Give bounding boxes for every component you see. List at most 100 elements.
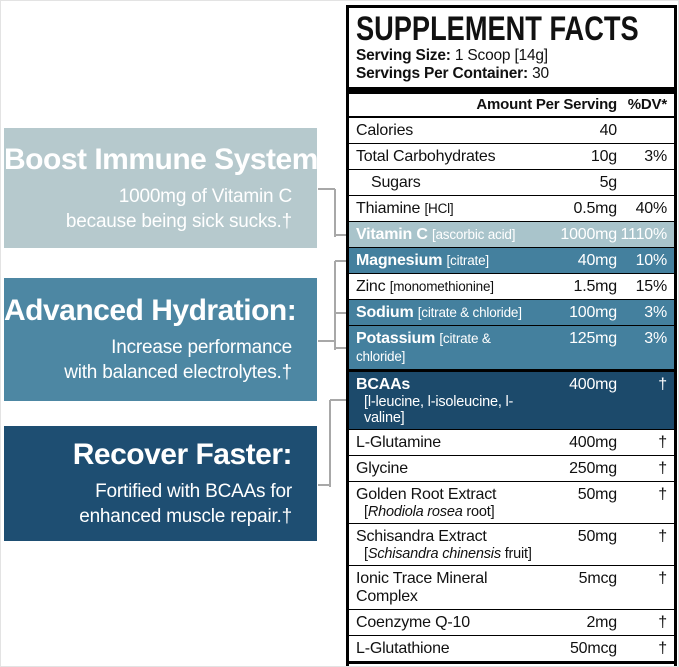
row-name: Glycine <box>356 459 408 477</box>
connector-line <box>318 484 330 486</box>
right-column: SUPPLEMENT FACTS Serving Size: 1 Scoop [… <box>346 5 677 666</box>
callout-line: Fortified with BCAAs for <box>95 481 292 502</box>
table-row: Vitamin C [ascorbic acid] 1000mg 1110% <box>349 221 674 247</box>
row-amount: 5g <box>599 173 618 191</box>
row-name-cell: BCAAs [l-leucine, l-isoleucine, l-valine… <box>356 376 541 426</box>
row-dv: † <box>658 613 667 631</box>
row-bracket: [ascorbic acid] <box>431 226 516 242</box>
row-dv: 1110% <box>620 225 668 243</box>
table-row: Schisandra Extract [Schisandra chinensis… <box>349 523 674 565</box>
row-bracket: [HCl] <box>424 200 454 216</box>
row-amount: 50mg <box>577 527 617 545</box>
callout-line: Increase performance <box>111 337 292 358</box>
row-name-line: Vitamin C [ascorbic acid] <box>356 226 541 244</box>
row-name: Potassium <box>356 329 436 347</box>
row-name-line: Potassium [citrate & chloride] <box>356 330 541 366</box>
row-name-line: Golden Root Extract <box>356 486 541 504</box>
facts-rows: Calories 40 Total Carbohydrates 10g 3% S… <box>349 118 674 661</box>
table-row: BCAAs [l-leucine, l-isoleucine, l-valine… <box>349 369 674 429</box>
connector-line <box>329 400 331 487</box>
row-name-line: Zinc [monomethionine] <box>356 278 541 296</box>
row-dv: † <box>658 569 667 587</box>
row-name: L-Glutathione <box>356 639 450 657</box>
row-name-cell: Ionic Trace Mineral Complex <box>356 570 541 606</box>
callout-line: enhanced muscle repair.† <box>79 506 292 527</box>
row-name-cell: L-Glutathione <box>356 640 541 658</box>
callout-title: Boost Immune System: <box>4 142 328 176</box>
row-amount: 10g <box>590 147 617 165</box>
table-row: Ionic Trace Mineral Complex 5mcg † <box>349 565 674 609</box>
callout-boost-immune-system: Boost Immune System: 1000mg of Vitamin C… <box>4 128 328 248</box>
row-amount: 40mg <box>577 251 617 269</box>
row-name-cell: Magnesium [citrate] <box>356 252 541 270</box>
row-name-cell: Calories <box>356 122 541 140</box>
row-name-line: L-Glutathione <box>356 640 541 658</box>
row-name-line: L-Glutamine <box>356 434 541 452</box>
row-bracket: [citrate & chloride] <box>356 330 491 364</box>
row-name-cell: Glycine <box>356 460 541 478</box>
row-dv: 3% <box>644 147 667 165</box>
row-secondary-line: [Schisandra chinensis fruit] <box>364 545 532 562</box>
table-row: Calories 40 <box>349 118 674 143</box>
row-name: BCAAs <box>356 375 411 393</box>
row-name-cell: Coenzyme Q-10 <box>356 614 541 632</box>
row-name-line: Total Carbohydrates <box>356 148 541 166</box>
row-name: Sugars <box>371 173 421 191</box>
callout-line: because being sick sucks.† <box>65 210 292 232</box>
table-row: Potassium [citrate & chloride] 125mg 3% <box>349 325 674 369</box>
row-dv: † <box>658 433 667 451</box>
row-name-line: Sodium [citrate & chloride] <box>356 304 541 322</box>
row-bracket: [citrate & chloride] <box>417 304 522 320</box>
row-amount: 1.5mg <box>573 277 618 295</box>
servings-per-container: Servings Per Container: 30 <box>356 65 667 83</box>
connector-line <box>318 188 335 190</box>
connector-line <box>335 347 347 349</box>
row-name: L-Glutamine <box>356 433 441 451</box>
table-row: Sodium [citrate & chloride] 100mg 3% <box>349 299 674 325</box>
row-amount: 5mcg <box>578 569 618 587</box>
connector-line <box>335 234 347 236</box>
row-secondary-line: [Rhodiola rosea root] <box>364 503 495 520</box>
serving-size-label: Serving Size: <box>356 47 451 64</box>
row-amount: 1000mg <box>560 225 617 243</box>
row-amount: 2mg <box>586 613 617 631</box>
connector-line <box>335 312 347 314</box>
row-name: Schisandra Extract <box>356 527 487 545</box>
table-row: Sugars 5g <box>349 169 674 195</box>
row-name-cell: Potassium [citrate & chloride] <box>356 330 541 366</box>
servings-value: 30 <box>532 64 549 82</box>
row-secondary-line: [l-leucine, l-isoleucine, l-valine] <box>364 393 514 426</box>
connector-line <box>318 340 335 342</box>
callout-title: Recover Faster: <box>72 438 293 471</box>
row-dv: 15% <box>635 277 668 295</box>
row-name-line: Glycine <box>356 460 541 478</box>
row-amount: 250mg <box>569 459 617 477</box>
callout-line: 1000mg of Vitamin C <box>118 185 292 207</box>
row-amount: 400mg <box>569 375 617 393</box>
row-amount: 400mg <box>569 433 617 451</box>
row-name-cell: L-Glutamine <box>356 434 541 452</box>
row-amount: 40 <box>599 121 618 139</box>
panel-title: SUPPLEMENT FACTS <box>356 10 639 48</box>
row-name: Vitamin C <box>356 225 428 243</box>
connector-line <box>335 260 347 262</box>
table-row: Thiamine [HCl] 0.5mg 40% <box>349 195 674 221</box>
serving-size: Serving Size: 1 Scoop [14g] <box>356 47 667 65</box>
connector-line <box>334 189 336 237</box>
table-row: Coenzyme Q-10 2mg † <box>349 609 674 635</box>
row-name-line: Magnesium [citrate] <box>356 252 541 270</box>
footnotes: *Percent Daily Values (%DV) are based on… <box>349 661 674 666</box>
row-dv: 3% <box>644 303 667 321</box>
row-name: Ionic Trace Mineral Complex <box>356 569 488 605</box>
table-row: Golden Root Extract [Rhodiola rosea root… <box>349 481 674 523</box>
row-name-cell: Sugars <box>356 174 541 192</box>
row-name: Sodium <box>356 303 414 321</box>
row-bracket: [monomethionine] <box>389 278 494 294</box>
row-name-line: Ionic Trace Mineral Complex <box>356 570 541 606</box>
panel-header: SUPPLEMENT FACTS Serving Size: 1 Scoop [… <box>349 8 674 87</box>
callout-advanced-hydration: Advanced Hydration: Increase performance… <box>4 278 317 401</box>
row-amount: 50mcg <box>569 639 617 657</box>
callout-line: with balanced electrolytes.† <box>64 362 292 383</box>
amount-column-header: Amount Per Serving <box>476 96 617 113</box>
